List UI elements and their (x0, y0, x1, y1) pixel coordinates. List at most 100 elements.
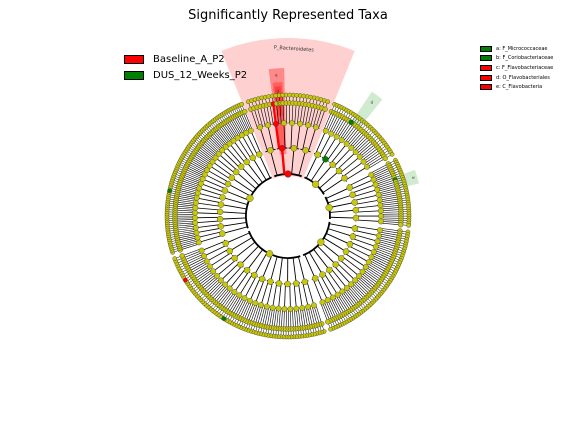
branch-radial (281, 308, 283, 329)
taxon-node (325, 319, 331, 325)
branch-radial (327, 299, 337, 319)
branch-radial (206, 169, 230, 183)
branch-radial (261, 254, 273, 280)
taxon-node (322, 128, 329, 134)
legend-item-dus: DUS_12_Weeks_P2 (124, 67, 247, 83)
branch-radial (309, 306, 316, 326)
taxon-node (374, 238, 381, 245)
taxon-node (346, 184, 353, 191)
branch-radial (175, 203, 196, 207)
taxon-node (228, 174, 235, 181)
branch-radial (315, 304, 323, 324)
taxon-node (372, 243, 379, 250)
branch-radial (264, 306, 270, 327)
taxon-node (194, 190, 201, 197)
taxon-node (301, 278, 309, 286)
branch-radial (330, 143, 347, 164)
branch-radial (209, 165, 231, 180)
branch-radial (253, 108, 261, 128)
branch-radial (250, 303, 258, 323)
branch-radial (290, 123, 293, 149)
branch-radial (228, 119, 240, 138)
branch-radial (367, 158, 386, 169)
branch-radial (186, 165, 205, 175)
branch-radial (376, 244, 396, 252)
branch-radial (233, 140, 249, 162)
branch-radial (197, 192, 223, 200)
branch-radial (250, 130, 262, 154)
taxon-node (376, 197, 383, 203)
taxon-node (231, 254, 238, 262)
branch-radial (175, 209, 196, 212)
branch-radial (342, 256, 363, 272)
legend-swatch-dus (124, 70, 144, 80)
branch-radial (344, 126, 358, 143)
branch-radial (354, 136, 369, 151)
branch-radial (200, 183, 225, 193)
clade-label-a: a (411, 176, 417, 180)
branch-radial (229, 237, 253, 252)
branch-radial (176, 230, 197, 235)
branch-radial (352, 238, 376, 248)
taxon-node (257, 124, 263, 131)
taxon-node (275, 305, 282, 312)
taxon-node (192, 209, 198, 216)
taxon-node (215, 151, 222, 157)
legend-swatch-baseline (124, 54, 144, 64)
branch-radial (188, 259, 206, 270)
branch-radial (325, 300, 335, 320)
taxon-node (356, 273, 362, 279)
branch-radial (334, 296, 345, 315)
branch-radial (267, 125, 274, 150)
branch-radial (203, 244, 227, 257)
branch-radial (216, 127, 230, 144)
branch-radial (238, 113, 249, 133)
branch-radial (294, 308, 297, 329)
branch-radial (216, 259, 237, 277)
branch-radial (297, 103, 300, 124)
taxon-node (251, 271, 258, 279)
branch-radial (378, 192, 399, 197)
branch-radial (291, 148, 295, 175)
branch-radial (218, 126, 232, 143)
branch-radial (175, 227, 196, 231)
branch-radial (350, 284, 365, 300)
branch-radial (315, 164, 333, 185)
branch-radial (207, 281, 223, 297)
taxon-node (204, 167, 211, 173)
branch-radial (198, 234, 223, 243)
clade-legend-swatch-b (480, 55, 492, 62)
taxon-node (243, 158, 250, 166)
taxon-node (237, 163, 245, 170)
branch-radial (220, 204, 247, 210)
branch-radial (240, 245, 259, 265)
branch-radial (216, 288, 230, 305)
branch-radial (221, 124, 234, 141)
branch-radial (195, 269, 213, 282)
branch-radial (239, 273, 253, 296)
branch-radial (359, 143, 376, 158)
branch-radial (233, 116, 244, 135)
taxon-node (232, 168, 240, 176)
branch-radial (198, 272, 215, 286)
branch-radial (298, 283, 303, 308)
branch-radial (353, 189, 378, 198)
taxon-node (342, 248, 350, 255)
branch-radial (183, 172, 203, 181)
branch-radial (350, 241, 374, 253)
branch-radial (311, 305, 318, 326)
branch-radial (220, 217, 247, 220)
branch-radial (346, 249, 369, 263)
branch-radial (190, 158, 209, 169)
taxon-node (352, 206, 359, 214)
branch-radial (185, 168, 204, 178)
taxon-node (289, 120, 295, 126)
branch-radial (184, 253, 204, 263)
branch-radial (220, 211, 247, 214)
branch-radial (201, 275, 218, 290)
branch-radial (289, 283, 291, 309)
branch-radial (297, 256, 306, 282)
branch-radial (306, 281, 315, 306)
branch-radial (352, 282, 367, 298)
